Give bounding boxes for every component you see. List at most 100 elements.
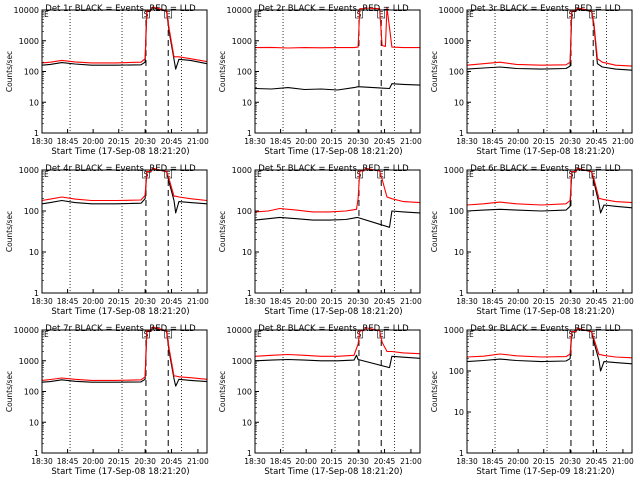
x-tick-label: 18:30 <box>456 297 478 306</box>
chart-title: Det 1r BLACK = Events, RED = LLD <box>45 4 196 14</box>
x-tick-label: 20:45 <box>161 137 183 146</box>
chart-title: Det 7r BLACK = Events, RED = LLD <box>45 324 196 334</box>
start-edge-label: E <box>257 330 262 339</box>
marker-label: E <box>379 170 384 179</box>
x-tick-label: 20:00 <box>295 457 317 466</box>
marker-label: E <box>379 330 384 339</box>
x-axis-label: Start Time (17-Sep-08 18:21:20) <box>264 307 402 317</box>
y-tick-label: 1 <box>459 129 464 138</box>
y-tick-label: 100 <box>24 68 39 77</box>
series-line-lld <box>254 7 420 49</box>
y-axis-label: Counts/sec <box>430 51 439 92</box>
marker-label: S <box>144 330 149 339</box>
y-tick-label: 100 <box>449 68 464 77</box>
x-tick-label: 18:45 <box>482 297 504 306</box>
chart-title: Det 3r BLACK = Events, RED = LLD <box>470 4 621 14</box>
x-tick-label: 20:15 <box>321 457 343 466</box>
series-line-events <box>254 210 421 228</box>
y-tick-label: 10000 <box>227 326 252 335</box>
start-edge-label: E <box>257 10 262 19</box>
marker-label: E <box>166 10 171 19</box>
y-tick-label: 10 <box>454 248 464 257</box>
y-tick-label: 10000 <box>14 326 39 335</box>
chart-panel-1: S E E 1 10 100 1000 10000 18:30 18:45 20:00 20:15 20… <box>5 4 209 157</box>
x-tick-label: 20:45 <box>586 137 608 146</box>
x-tick-label: 20:30 <box>347 457 369 466</box>
plot-frame <box>254 169 421 294</box>
series-line-events <box>254 83 421 91</box>
x-tick-label: 21:00 <box>400 137 422 146</box>
x-tick-label: 20:00 <box>295 137 317 146</box>
y-axis-label: Counts/sec <box>430 371 439 412</box>
x-tick-label: 21:00 <box>187 297 209 306</box>
series-line-lld <box>41 167 208 202</box>
chart-panel-6: S E E 1 10 100 1000 18:30 18:45 20:00 20:15 20:30 20… <box>430 164 634 317</box>
x-tick-label: 20:15 <box>321 297 343 306</box>
x-axis-label: Start Time (17-Sep-08 18:21:20) <box>476 147 614 157</box>
y-tick-label: 1 <box>459 289 464 298</box>
x-tick-label: 20:15 <box>108 297 130 306</box>
y-tick-label: 10 <box>242 98 252 107</box>
series-line-lld <box>466 7 633 67</box>
x-tick-label: 21:00 <box>612 457 634 466</box>
x-tick-label: 18:30 <box>456 457 478 466</box>
chart-title: Det 9r BLACK = Events, RED = LLD <box>470 324 621 334</box>
series-line-lld <box>41 326 208 381</box>
y-tick-label: 1000 <box>444 166 464 175</box>
marker-label: S <box>569 170 574 179</box>
x-tick-label: 20:30 <box>559 297 581 306</box>
marker-label: S <box>144 10 149 19</box>
x-tick-label: 20:15 <box>533 297 555 306</box>
y-tick-label: 1 <box>247 129 252 138</box>
x-tick-label: 18:30 <box>244 297 266 306</box>
marker-label: E <box>379 10 384 19</box>
x-axis-label: Start Time (17-Sep-08 18:21:20) <box>51 147 189 157</box>
y-tick-label: 10000 <box>227 6 252 15</box>
x-tick-label: 20:45 <box>161 297 183 306</box>
x-axis-label: Start Time (17-Sep-08 18:21:20) <box>264 147 402 157</box>
x-tick-label: 18:45 <box>482 137 504 146</box>
y-tick-label: 1000 <box>19 166 39 175</box>
x-tick-label: 20:15 <box>533 457 555 466</box>
x-axis-label: Start Time (17-Sep-09 18:21:20) <box>476 467 614 477</box>
x-axis-label: Start Time (17-Sep-08 18:21:20) <box>264 467 402 477</box>
y-axis-label: Counts/sec <box>218 211 227 252</box>
plot-frame <box>466 9 633 134</box>
y-axis-label: Counts/sec <box>430 211 439 252</box>
x-tick-label: 20:30 <box>134 297 156 306</box>
start-edge-label: E <box>469 10 474 19</box>
y-axis-label: Counts/sec <box>218 371 227 412</box>
plot-frame <box>466 169 633 294</box>
y-tick-label: 1000 <box>444 326 464 335</box>
y-tick-label: 100 <box>449 367 464 376</box>
y-tick-label: 100 <box>449 207 464 216</box>
chart-title: Det 5r BLACK = Events, RED = LLD <box>258 164 409 174</box>
x-tick-label: 18:30 <box>31 297 53 306</box>
x-tick-label: 18:45 <box>270 457 292 466</box>
chart-title: Det 6r BLACK = Events, RED = LLD <box>470 164 621 174</box>
marker-label: S <box>569 10 574 19</box>
y-tick-label: 1000 <box>232 166 252 175</box>
y-tick-label: 1 <box>34 289 39 298</box>
marker-label: E <box>591 170 596 179</box>
x-tick-label: 20:00 <box>295 297 317 306</box>
y-tick-label: 10 <box>454 98 464 107</box>
y-tick-label: 10 <box>29 98 39 107</box>
x-tick-label: 20:30 <box>134 137 156 146</box>
x-tick-label: 21:00 <box>400 297 422 306</box>
x-tick-label: 20:30 <box>347 297 369 306</box>
x-tick-label: 20:45 <box>586 457 608 466</box>
y-tick-label: 1000 <box>19 37 39 46</box>
series-line-events <box>466 8 633 71</box>
marker-label: E <box>166 170 171 179</box>
x-tick-label: 18:45 <box>57 297 79 306</box>
start-edge-label: E <box>469 330 474 339</box>
y-tick-label: 1000 <box>444 37 464 46</box>
plot-frame <box>254 9 421 134</box>
x-tick-label: 20:15 <box>108 457 130 466</box>
series-line-lld <box>254 167 421 213</box>
